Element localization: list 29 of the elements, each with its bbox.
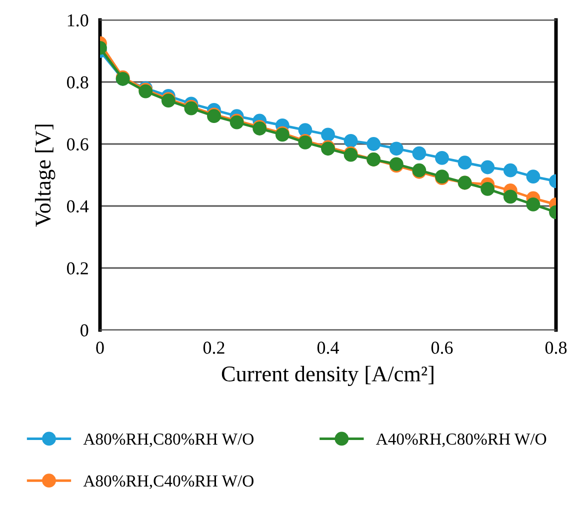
point xyxy=(526,198,540,212)
x-tick-label: 0.4 xyxy=(317,342,340,354)
point xyxy=(480,160,495,174)
y-tick-label: 0.2 xyxy=(67,262,88,275)
point xyxy=(321,128,335,142)
y-tick-label: 1.0 xyxy=(68,14,88,27)
x-tick-label: 0 xyxy=(96,342,104,354)
point xyxy=(366,137,381,151)
legend-label: A80%RH,C80%RH W/O xyxy=(83,433,254,448)
x-tick-label: 0.6 xyxy=(431,342,453,354)
point xyxy=(344,134,358,148)
point xyxy=(503,190,518,204)
y-tick-label: 0.8 xyxy=(67,76,88,89)
y-tick-label: 0.6 xyxy=(67,138,88,151)
legend-label: A80%RH,C40%RH W/O xyxy=(83,475,254,490)
point xyxy=(480,182,495,196)
x-tick-label: 0.8 xyxy=(545,342,567,354)
point xyxy=(458,156,472,170)
y-tick-label: 0 xyxy=(80,324,88,336)
point xyxy=(435,151,449,165)
legend-label: A40%RH,C80%RH W/O xyxy=(376,433,546,448)
x-tick-label: 0.2 xyxy=(203,342,224,354)
point xyxy=(412,146,426,160)
point xyxy=(526,170,540,184)
x-axis-title: Current density [A/cm²] xyxy=(222,366,434,386)
point xyxy=(503,163,518,178)
point xyxy=(389,142,404,156)
y-axis-title: Voltage [V] xyxy=(34,124,56,227)
y-tick-label: 0.4 xyxy=(67,200,89,213)
